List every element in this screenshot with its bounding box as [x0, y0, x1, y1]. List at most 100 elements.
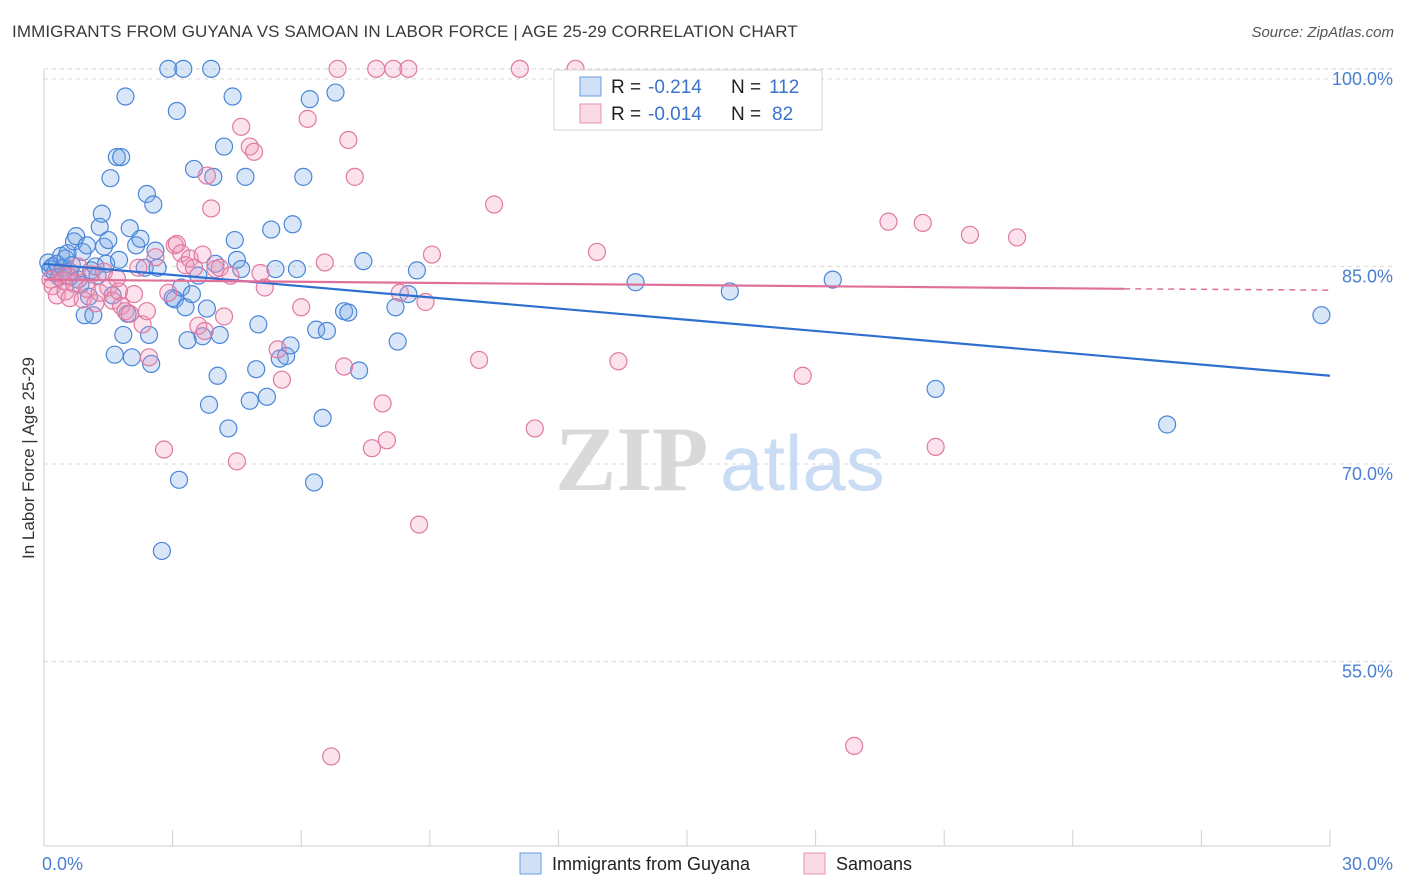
x-tick-label-min: 0.0%	[42, 854, 83, 874]
legend-swatch-samoans	[803, 852, 826, 875]
guyana-point-38	[122, 348, 141, 367]
samoans-point-71	[422, 245, 442, 264]
guyana-point-24	[92, 204, 111, 223]
stats-legend-n-value-samoans: 82	[772, 104, 793, 125]
guyana-point-101	[626, 273, 645, 292]
samoans-point-19	[109, 282, 129, 301]
guyana-point-64	[204, 167, 223, 186]
guyana-point-95	[349, 361, 369, 380]
watermark-atlas: atlas	[720, 419, 885, 507]
guyana-point-98	[388, 332, 407, 351]
samoans-point-79	[793, 366, 812, 385]
samoans-point-72	[469, 350, 489, 370]
samoans-point-78	[609, 352, 628, 371]
guyana-point-86	[294, 167, 313, 186]
samoans-point-81	[879, 212, 898, 231]
guyana-point-31	[107, 147, 126, 167]
guyana-point-106	[1312, 306, 1331, 325]
samoans-point-75	[525, 419, 544, 438]
samoans-point-57	[322, 747, 341, 766]
guyana-point-63	[202, 59, 221, 78]
guyana-point-78	[257, 387, 277, 406]
guyana-point-62	[199, 395, 219, 414]
samoans-point-39	[195, 321, 214, 341]
samoans-point-66	[384, 59, 403, 78]
samoans-point-65	[377, 431, 397, 450]
stats-legend-n-value-guyana: 112	[769, 77, 799, 98]
samoans-point-54	[292, 298, 311, 317]
guyana-point-75	[240, 391, 259, 410]
samoans-point-67	[390, 283, 409, 302]
guyana-point-35	[116, 87, 135, 106]
series-guyana-points	[39, 59, 1331, 561]
samoans-point-23	[124, 284, 144, 304]
guyana-point-79	[262, 220, 281, 239]
guyana-point-68	[214, 137, 234, 156]
guyana-point-44	[142, 354, 161, 373]
guyana-point-34	[114, 325, 133, 345]
samoans-point-28	[146, 248, 165, 267]
samoans-point-44	[214, 307, 234, 326]
guyana-point-61	[197, 299, 216, 318]
samoans-point-41	[202, 199, 221, 218]
stats-legend-r-label-samoans: R =	[611, 104, 641, 125]
samoans-point-53	[272, 370, 292, 389]
y-tick-label-70: 70.0%	[1342, 464, 1393, 484]
guyana-point-56	[178, 331, 197, 350]
stats-legend: R = -0.214 N = 112 R = -0.014 N = 82	[553, 69, 823, 131]
legend-label-guyana: Immigrants from Guyana	[552, 854, 751, 874]
samoans-point-49	[244, 142, 264, 161]
guyana-point-103	[823, 270, 842, 289]
guyana-point-23	[90, 217, 109, 237]
samoans-point-82	[913, 213, 932, 233]
gridlines	[44, 68, 1393, 663]
chart-title: IMMIGRANTS FROM GUYANA VS SAMOAN IN LABO…	[12, 22, 798, 41]
samoans-point-62	[362, 439, 382, 458]
samoans-point-38	[193, 245, 212, 264]
samoans-point-61	[345, 167, 364, 186]
stats-legend-r-label-guyana: R =	[611, 77, 641, 98]
guyana-point-32	[109, 250, 129, 269]
guyana-point-48	[159, 59, 178, 78]
samoans-point-55	[298, 109, 317, 128]
guyana-point-72	[227, 250, 246, 269]
guyana-point-18	[77, 236, 96, 255]
samoans-point-46	[227, 452, 246, 471]
x-ticks	[43, 830, 1331, 846]
guyana-point-73	[232, 259, 251, 279]
y-tick-labels: 55.0% 70.0% 85.0% 100.0%	[1332, 69, 1393, 682]
stats-legend-n-label-samoans: N =	[731, 104, 761, 125]
samoans-point-73	[485, 195, 504, 214]
bottom-legend: Immigrants from Guyana Samoans	[519, 852, 912, 875]
trend-line-samoans	[43, 278, 1125, 290]
guyana-point-96	[354, 252, 373, 271]
samoans-point-56	[315, 253, 334, 272]
samoans-point-30	[159, 283, 178, 302]
guyana-point-105	[1158, 415, 1177, 434]
stats-legend-swatch-samoans	[579, 103, 602, 124]
guyana-point-88	[304, 473, 324, 492]
samoans-point-33	[172, 244, 191, 263]
samoans-point-32	[167, 234, 186, 254]
watermark-zip: ZIP	[555, 408, 708, 510]
watermark: ZIP atlas	[555, 408, 885, 510]
stats-legend-swatch-guyana	[579, 76, 602, 97]
trend-line-samoans-extension	[1124, 288, 1331, 291]
guyana-point-40	[131, 229, 150, 248]
guyana-point-42	[137, 184, 156, 204]
guyana-point-27	[99, 230, 118, 250]
guyana-point-52	[169, 470, 189, 489]
guyana-point-97	[386, 298, 405, 317]
y-tick-label-55: 55.0%	[1342, 662, 1393, 682]
guyana-point-74	[236, 167, 255, 186]
x-tick-label-max: 30.0%	[1342, 854, 1393, 874]
samoans-point-17	[103, 291, 122, 310]
guyana-point-102	[720, 282, 739, 301]
samoans-point-85	[1007, 228, 1027, 247]
guyana-point-90	[313, 408, 332, 428]
samoans-point-77	[587, 242, 607, 262]
guyana-point-69	[219, 419, 238, 438]
samoans-point-74	[510, 59, 529, 78]
guyana-point-67	[210, 325, 229, 345]
samoans-point-47	[232, 117, 251, 136]
